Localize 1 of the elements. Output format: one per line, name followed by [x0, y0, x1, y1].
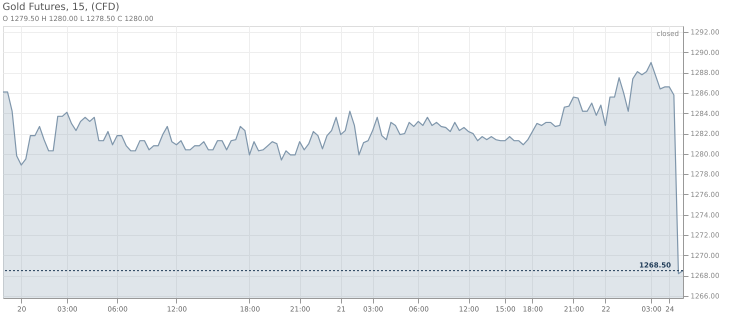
chart-title: Gold Futures, 15, (CFD)	[2, 2, 120, 13]
